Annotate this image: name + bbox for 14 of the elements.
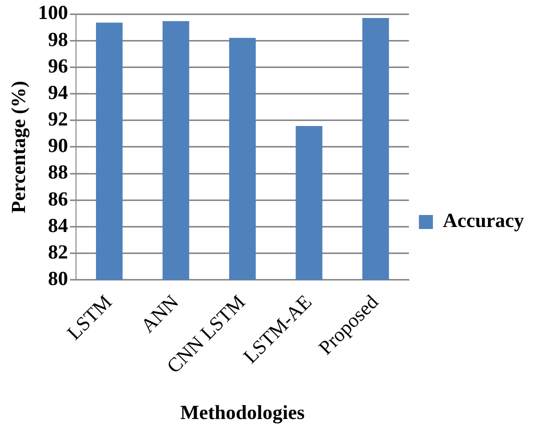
x-axis-title: Methodologies [180, 402, 305, 424]
y-tick-label: 82 [48, 242, 68, 264]
y-tick-label: 88 [48, 162, 68, 184]
y-tick-label: 90 [48, 135, 68, 158]
y-tick-label: 100 [38, 2, 68, 24]
legend-label: Accuracy [442, 210, 524, 232]
y-tick-label: 84 [48, 214, 68, 237]
y-tick-label: 98 [48, 28, 68, 51]
y-tick-label: 86 [48, 188, 68, 210]
y-tick-label: 92 [48, 108, 68, 131]
y-axis-title: Percentage (%) [8, 80, 30, 214]
y-tick-label: 80 [48, 268, 68, 290]
y-tick-label: 96 [48, 55, 68, 78]
y-tick-label: 94 [48, 82, 68, 104]
